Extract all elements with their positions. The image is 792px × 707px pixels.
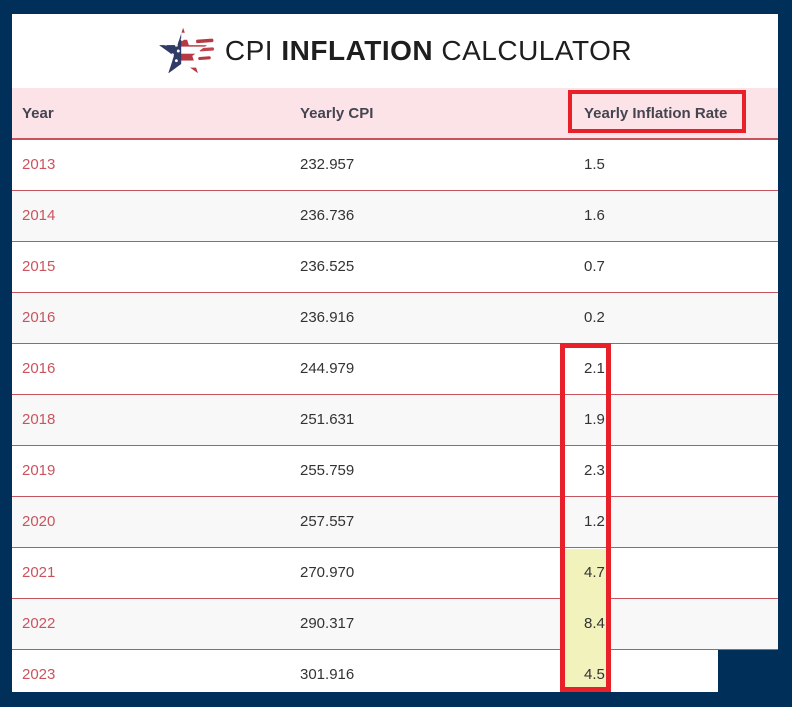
year-link[interactable]: 2013	[12, 139, 300, 191]
cpi-value: 236.916	[300, 292, 572, 344]
table-body: 2013 232.957 1.5 2014 236.736 1.6 2015 2…	[12, 139, 778, 692]
table-row: 2014 236.736 1.6	[12, 190, 778, 242]
year-link[interactable]: 2015	[12, 241, 300, 293]
table-row: 2020 257.557 1.2	[12, 496, 778, 548]
page-title: CPI INFLATION CALCULATOR	[224, 35, 633, 66]
table-row: 2022 290.317 8.4	[12, 598, 778, 650]
table-row: 2013 232.957 1.5	[12, 139, 778, 191]
cpi-value: 236.525	[300, 241, 572, 293]
table-row: 2018 251.631 1.9	[12, 394, 778, 446]
cpi-value: 301.916	[300, 649, 572, 692]
inflation-rate-value: 0.7	[572, 241, 778, 293]
cpi-value: 236.736	[300, 190, 572, 242]
cpi-value: 232.957	[300, 139, 572, 191]
cpi-table: Year Yearly CPI Yearly Inflation Rate 20…	[12, 88, 778, 692]
cpi-value: 257.557	[300, 496, 572, 548]
year-link[interactable]: 2018	[12, 394, 300, 446]
year-link[interactable]: 2016	[12, 343, 300, 395]
site-header: CPI INFLATION CALCULATOR	[12, 14, 778, 88]
page-content: CPI INFLATION CALCULATOR Year Yearly CPI…	[12, 14, 778, 692]
cpi-value: 290.317	[300, 598, 572, 650]
year-link[interactable]: 2023	[12, 649, 300, 692]
cpi-value: 255.759	[300, 445, 572, 497]
inflation-rate-value: 0.2	[572, 292, 778, 344]
cpi-value: 270.970	[300, 547, 572, 599]
inflation-rate-value: 1.2	[572, 496, 778, 548]
inflation-rate-value: 4.7	[572, 547, 778, 599]
table-header-row: Year Yearly CPI Yearly Inflation Rate	[12, 88, 778, 140]
cpi-value: 244.979	[300, 343, 572, 395]
year-link[interactable]: 2014	[12, 190, 300, 242]
us-flag-star-icon	[158, 25, 216, 77]
table-row: 2015 236.525 0.7	[12, 241, 778, 293]
year-link[interactable]: 2020	[12, 496, 300, 548]
inflation-rate-value: 1.9	[572, 394, 778, 446]
cpi-value: 251.631	[300, 394, 572, 446]
inflation-rate-value: 1.5	[572, 139, 778, 191]
inflation-rate-value: 1.6	[572, 190, 778, 242]
table-row: 2016 244.979 2.1	[12, 343, 778, 395]
inflation-rate-value: 8.4	[572, 598, 778, 650]
column-header-yearly-cpi: Yearly CPI	[300, 88, 572, 140]
table-row: 2023 301.916 4.5	[12, 649, 778, 692]
year-link[interactable]: 2019	[12, 445, 300, 497]
year-link[interactable]: 2021	[12, 547, 300, 599]
flag-stripe-tails	[195, 38, 214, 61]
inflation-rate-value: 2.1	[572, 343, 778, 395]
table-row: 2016 236.916 0.2	[12, 292, 778, 344]
table-row: 2021 270.970 4.7	[12, 547, 778, 599]
year-link[interactable]: 2022	[12, 598, 300, 650]
corner-notch	[718, 650, 778, 692]
column-header-yearly-inflation-rate: Yearly Inflation Rate	[572, 88, 778, 140]
inflation-rate-value: 2.3	[572, 445, 778, 497]
column-header-year: Year	[12, 88, 300, 140]
table-row: 2019 255.759 2.3	[12, 445, 778, 497]
year-link[interactable]: 2016	[12, 292, 300, 344]
